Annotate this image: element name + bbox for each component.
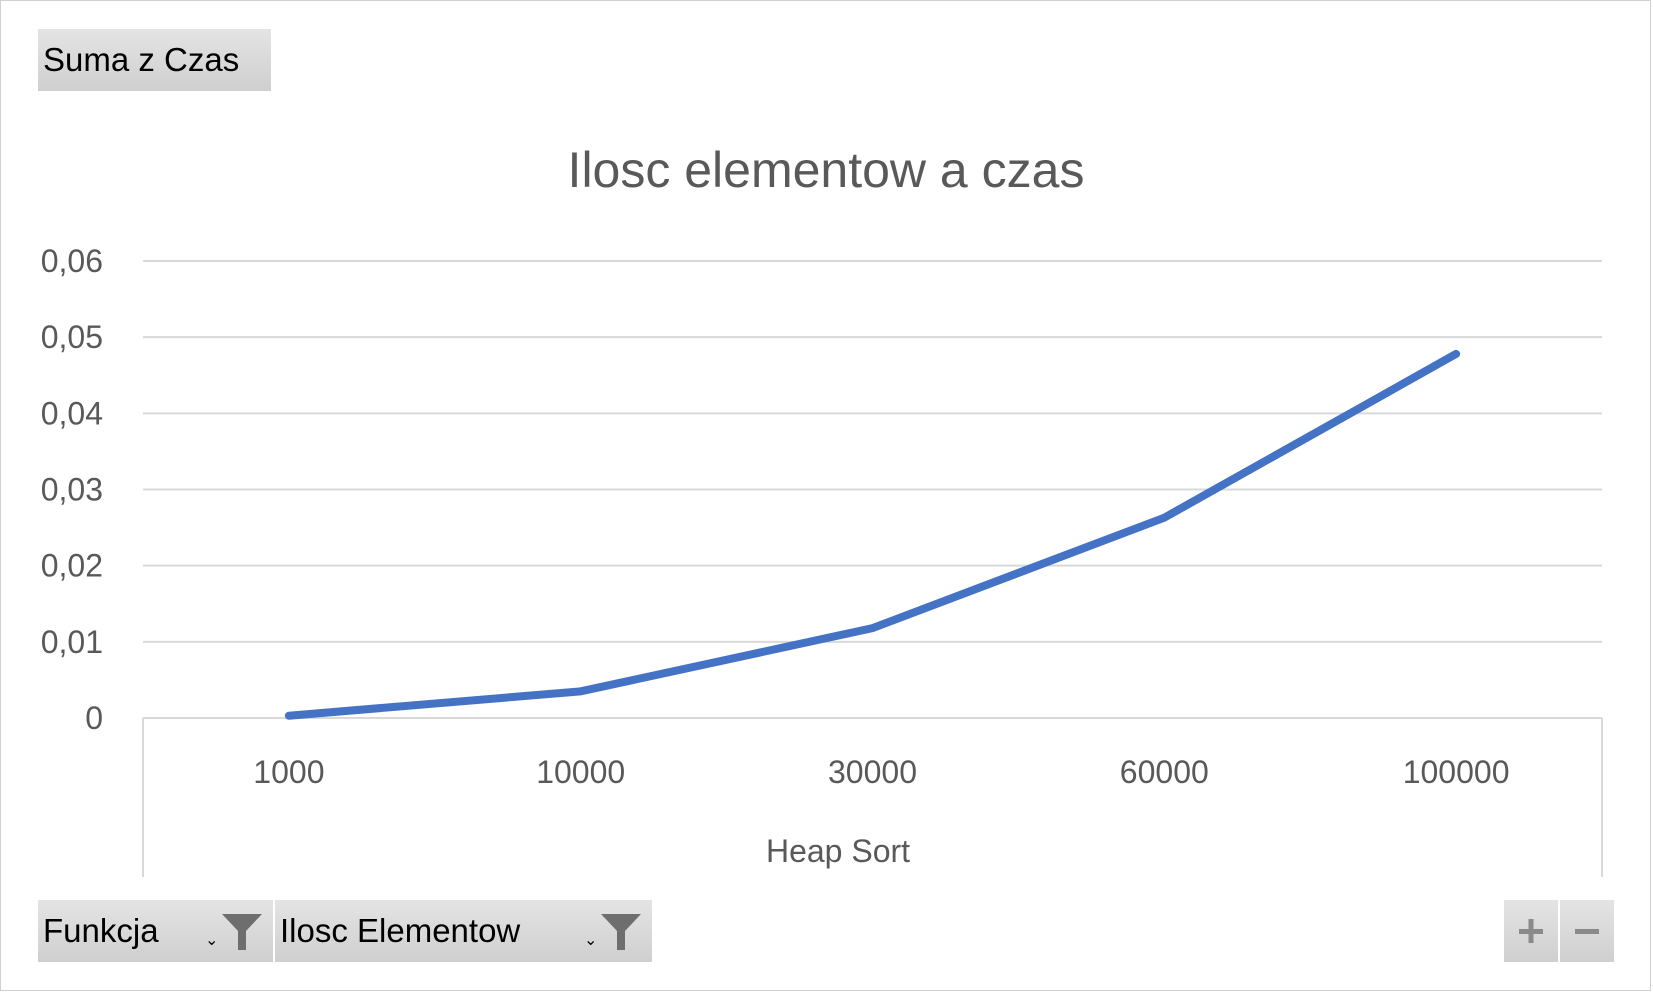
axis-field-funkcja[interactable]: Funkcja ⌄ [38,900,273,962]
y-tick-label: 0,02 [41,548,103,584]
x-tick-label: 1000 [253,754,324,790]
x-tick-label: 60000 [1120,754,1209,790]
ilosc-filter-button[interactable]: ⌄ [584,910,642,954]
funkcja-filter-button[interactable]: ⌄ [205,910,263,954]
y-tick-label: 0,03 [41,472,103,508]
x-tick-label: 100000 [1403,754,1510,790]
y-tick-label: 0,05 [41,319,103,355]
x-tick-label: 10000 [536,754,625,790]
chart-title: Ilosc elementow a czas [568,142,1085,198]
y-axis-ticks: 0 0,01 0,02 0,03 0,04 0,05 0,06 [41,243,103,736]
chevron-down-icon: ⌄ [584,932,598,949]
axis-field-ilosc-elementow[interactable]: Ilosc Elementow ⌄ [275,900,652,962]
filter-icon [601,914,641,950]
plus-icon [1519,919,1543,943]
y-tick-label: 0,06 [41,243,103,279]
y-tick-label: 0,04 [41,395,103,431]
gridlines [143,260,1602,643]
x-group-label: Heap Sort [766,833,910,869]
expand-field-button[interactable] [1504,900,1558,962]
filter-icon [222,914,262,950]
axis-field-funkcja-label: Funkcja [43,912,159,949]
x-axis: 1000 10000 30000 60000 100000 [142,717,1603,877]
value-field-label: Suma z Czas [43,41,240,78]
axis-field-ilosc-label: Ilosc Elementow [280,912,521,949]
series-line [284,349,1461,720]
series-layer [284,349,1461,720]
chevron-down-icon: ⌄ [205,932,219,949]
minus-icon [1575,929,1599,934]
collapse-field-button[interactable] [1560,900,1614,962]
value-field-button[interactable]: Suma z Czas [38,29,271,91]
y-tick-label: 0 [85,700,103,736]
y-tick-label: 0,01 [41,624,103,660]
x-tick-label: 30000 [828,754,917,790]
